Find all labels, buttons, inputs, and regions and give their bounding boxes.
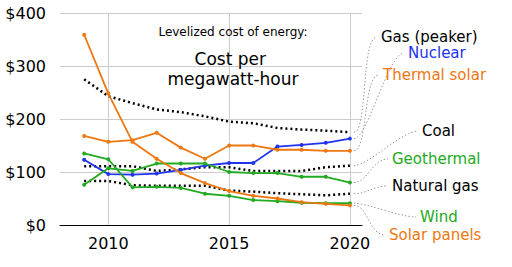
svg-text:2015: 2015 bbox=[209, 234, 250, 253]
svg-text:Thermal solar: Thermal solar bbox=[382, 66, 487, 84]
svg-text:Wind: Wind bbox=[420, 208, 458, 226]
svg-text:$100: $100 bbox=[5, 163, 46, 182]
svg-text:2020: 2020 bbox=[330, 234, 371, 253]
svg-text:Levelized cost of energy:: Levelized cost of energy: bbox=[158, 25, 307, 39]
svg-text:Gas (peaker): Gas (peaker) bbox=[381, 28, 478, 46]
svg-text:$400: $400 bbox=[5, 4, 46, 23]
svg-text:$300: $300 bbox=[5, 57, 46, 76]
svg-text:$200: $200 bbox=[5, 110, 46, 129]
svg-text:Cost per: Cost per bbox=[195, 49, 272, 69]
svg-text:Geothermal: Geothermal bbox=[392, 150, 481, 168]
svg-text:Coal: Coal bbox=[422, 122, 455, 140]
svg-text:Solar panels: Solar panels bbox=[389, 226, 482, 244]
svg-text:Natural gas: Natural gas bbox=[392, 177, 479, 195]
svg-text:megawatt-hour: megawatt-hour bbox=[168, 69, 299, 89]
svg-text:2010: 2010 bbox=[88, 234, 129, 253]
svg-text:$0: $0 bbox=[26, 216, 46, 235]
svg-text:Nuclear: Nuclear bbox=[408, 44, 467, 62]
